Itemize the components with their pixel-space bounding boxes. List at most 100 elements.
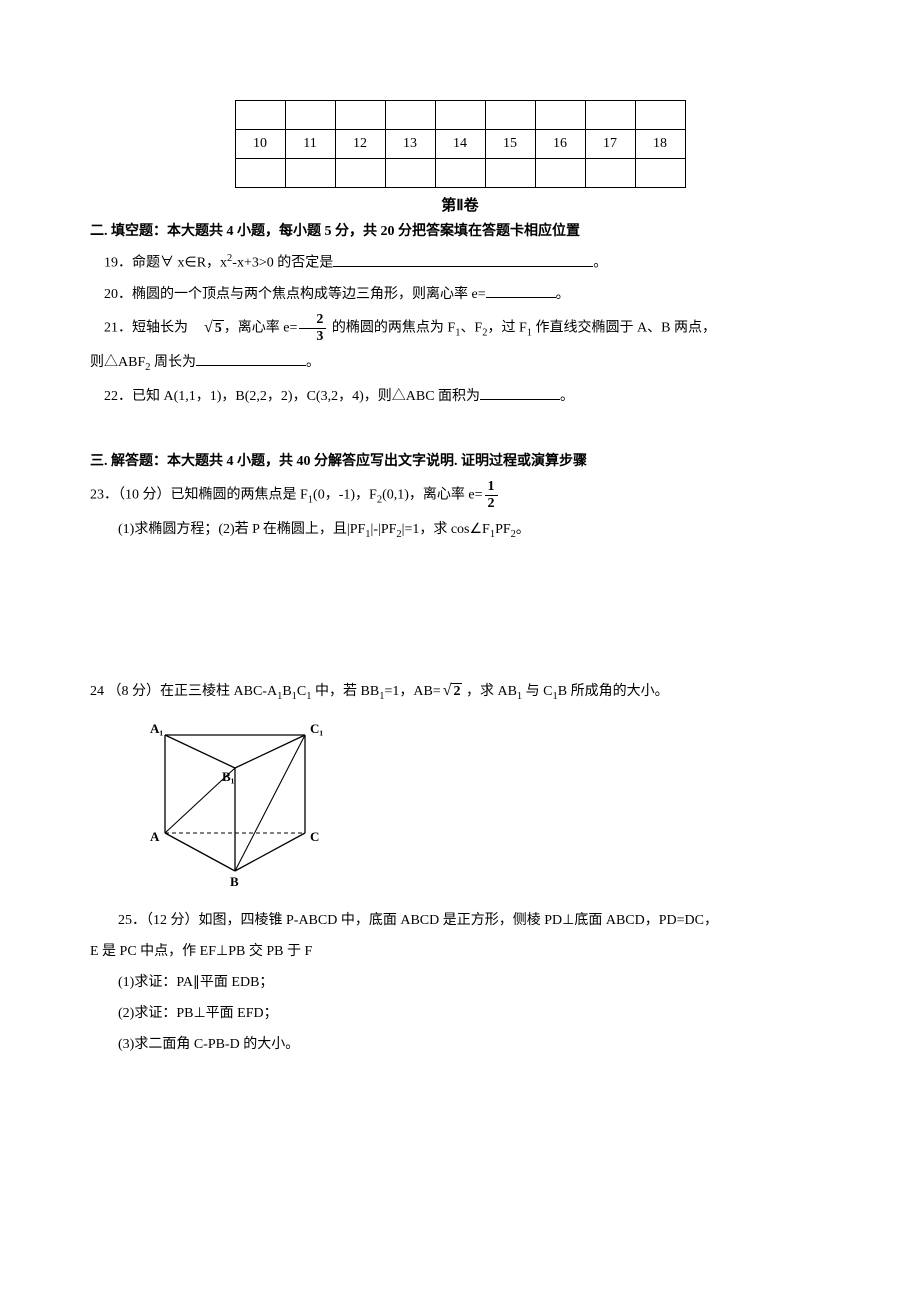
solve-heading: 三. 解答题：本大题共 4 小题，共 40 分解答应写出文字说明. 证明过程或演… (90, 449, 830, 474)
q24-f: ，求 AB (462, 684, 516, 699)
q20-text: 椭圆的一个顶点与两个焦点构成等边三角形，则离心率 e= (132, 287, 486, 302)
q23-num: 23． (90, 488, 118, 503)
q25-sub1: (1)求证：PA∥平面 EDB； (90, 970, 830, 995)
grid-cell (485, 101, 535, 130)
grid-cell: 15 (485, 130, 535, 159)
q20-num: 20． (104, 287, 132, 302)
grid-cell (535, 159, 585, 188)
q21-c: 的椭圆的两焦点为 F (328, 321, 455, 336)
grid-cell (585, 101, 635, 130)
grid-cell (235, 159, 285, 188)
q23-line1: 23．（10 分）已知椭圆的两焦点是 F1(0，-1)，F2(0,1)，离心率 … (90, 480, 830, 511)
grid-cell: 16 (535, 130, 585, 159)
q19-blank (333, 252, 593, 267)
q25-line1: 25．（12 分）如图，四棱锥 P-ABCD 中，底面 ABCD 是正方形，侧棱… (90, 908, 830, 933)
grid-cell: 10 (235, 130, 285, 159)
grid-cell (285, 159, 335, 188)
q24-num: 24 (90, 684, 104, 699)
q25-line2: E 是 PC 中点，作 EF⊥PB 交 PB 于 F (90, 939, 830, 964)
grid-cell (335, 101, 385, 130)
label-A1: A₁ (150, 721, 163, 736)
grid-cell (285, 101, 335, 130)
page-content: 10 11 12 13 14 15 16 17 18 第Ⅱ卷 二. 填空题：本大… (0, 0, 920, 1124)
q20-blank (486, 283, 556, 298)
q24-a: （8 分）在正三棱柱 ABC-A (108, 684, 278, 699)
q21-tail: 。 (306, 355, 320, 370)
q24-h: B 所成角的大小。 (558, 684, 669, 699)
q25-sub3: (3)求二面角 C-PB-D 的大小。 (90, 1032, 830, 1057)
grid-cell: 17 (585, 130, 635, 159)
grid-cell (435, 159, 485, 188)
grid-cell: 12 (335, 130, 385, 159)
q23-a: （10 分）已知椭圆的两焦点是 F (118, 488, 308, 503)
q21-line2: 则△ABF2 周长为。 (90, 350, 830, 378)
q22-blank (480, 385, 560, 400)
grid-cell (485, 159, 535, 188)
q22-num: 22． (104, 389, 132, 404)
prism-figure: A₁ C₁ B₁ A C B (140, 713, 830, 898)
frac-2-3: 23 (299, 313, 326, 344)
grid-cell: 18 (635, 130, 685, 159)
q21-d: 、F (460, 321, 482, 336)
fill-heading: 二. 填空题：本大题共 4 小题，每小题 5 分，共 20 分把答案填在答题卡相… (90, 219, 830, 244)
q20: 20．椭圆的一个顶点与两个焦点构成等边三角形，则离心率 e= 。 (90, 282, 830, 307)
q24-g: 与 C (522, 684, 552, 699)
q24-e: =1，AB= (384, 684, 440, 699)
grid-cell (585, 159, 635, 188)
grid-cell (635, 101, 685, 130)
q23-s1d: PF (495, 522, 511, 537)
q24-c: C (297, 684, 306, 699)
q23-c: (0,1)，离心率 e= (382, 488, 482, 503)
label-C: C (310, 829, 319, 844)
q23-s1e: 。 (516, 522, 530, 537)
q21-l2a: 则△ABF (90, 355, 145, 370)
q20-tail: 。 (556, 287, 570, 302)
q22-text: 已知 A(1,1，1)，B(2,2，2)，C(3,2，4)，则△ABC 面积为 (132, 389, 480, 404)
grid-cell (385, 159, 435, 188)
label-A: A (150, 829, 160, 844)
grid-cell (335, 159, 385, 188)
grid-cell (435, 101, 485, 130)
part2-title: 第Ⅱ卷 (90, 194, 830, 215)
q21-blank (196, 351, 306, 366)
sqrt-5: √5 (188, 314, 224, 343)
q23-s1c: |=1，求 cos∠F (402, 522, 490, 537)
q19: 19．命题∀ x∈R，x2-x+3>0 的否定是。 (90, 250, 830, 276)
grid-cell: 11 (285, 130, 335, 159)
q19-text-a: 命题∀ x∈R，x (132, 256, 227, 271)
q19-tail: 。 (593, 256, 607, 271)
q23-line2: (1)求椭圆方程；(2)若 P 在椭圆上，且|PF1|-|PF2|=1，求 co… (90, 517, 830, 545)
q21-l2b: 周长为 (150, 355, 196, 370)
grid-cell (635, 159, 685, 188)
q22: 22．已知 A(1,1，1)，B(2,2，2)，C(3,2，4)，则△ABC 面… (90, 384, 830, 409)
label-C1: C₁ (310, 721, 323, 736)
q21-e: ，过 F (487, 321, 526, 336)
label-B1: B₁ (222, 769, 235, 784)
answer-grid: 10 11 12 13 14 15 16 17 18 (235, 100, 686, 188)
grid-cell: 13 (385, 130, 435, 159)
q22-tail: 。 (560, 389, 574, 404)
q21-b: ，离心率 e= (224, 321, 298, 336)
q24: 24 （8 分）在正三棱柱 ABC-A1B1C1 中，若 BB1=1，AB=√2… (90, 677, 830, 707)
q21-line1: 21．短轴长为√5，离心率 e=23 的椭圆的两焦点为 F1、F2，过 F1 作… (90, 313, 830, 344)
q21-num: 21． (104, 321, 132, 336)
frac-1-2: 12 (485, 480, 498, 511)
grid-cell (535, 101, 585, 130)
q25-text: （12 分）如图，四棱锥 P-ABCD 中，底面 ABCD 是正方形，侧棱 PD… (146, 913, 718, 928)
q19-num: 19． (104, 256, 132, 271)
q19-text-b: -x+3>0 的否定是 (232, 256, 333, 271)
label-B: B (230, 874, 239, 889)
grid-cell (385, 101, 435, 130)
q23-b: (0，-1)，F (313, 488, 377, 503)
q25-num: 25． (118, 913, 146, 928)
q23-s1b: |-|PF (371, 522, 397, 537)
q21-f: 作直线交椭圆于 A、B 两点， (532, 321, 716, 336)
q21-a: 短轴长为 (132, 321, 188, 336)
q25-sub2: (2)求证：PB⊥平面 EFD； (90, 1001, 830, 1026)
sqrt-2: √2 (441, 677, 463, 706)
q24-b: B (282, 684, 291, 699)
q23-s1: (1)求椭圆方程；(2)若 P 在椭圆上，且|PF (118, 522, 365, 537)
grid-cell (235, 101, 285, 130)
q24-d: 中，若 BB (312, 684, 380, 699)
grid-cell: 14 (435, 130, 485, 159)
